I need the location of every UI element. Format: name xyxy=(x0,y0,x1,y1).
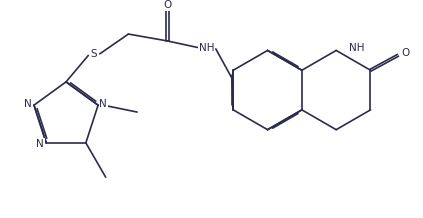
Text: N: N xyxy=(24,99,32,109)
Text: O: O xyxy=(163,0,171,10)
Text: S: S xyxy=(91,49,97,59)
Text: NH: NH xyxy=(199,43,214,53)
Text: N: N xyxy=(99,99,107,109)
Text: NH: NH xyxy=(349,43,364,53)
Text: O: O xyxy=(401,48,409,58)
Text: N: N xyxy=(36,139,44,149)
